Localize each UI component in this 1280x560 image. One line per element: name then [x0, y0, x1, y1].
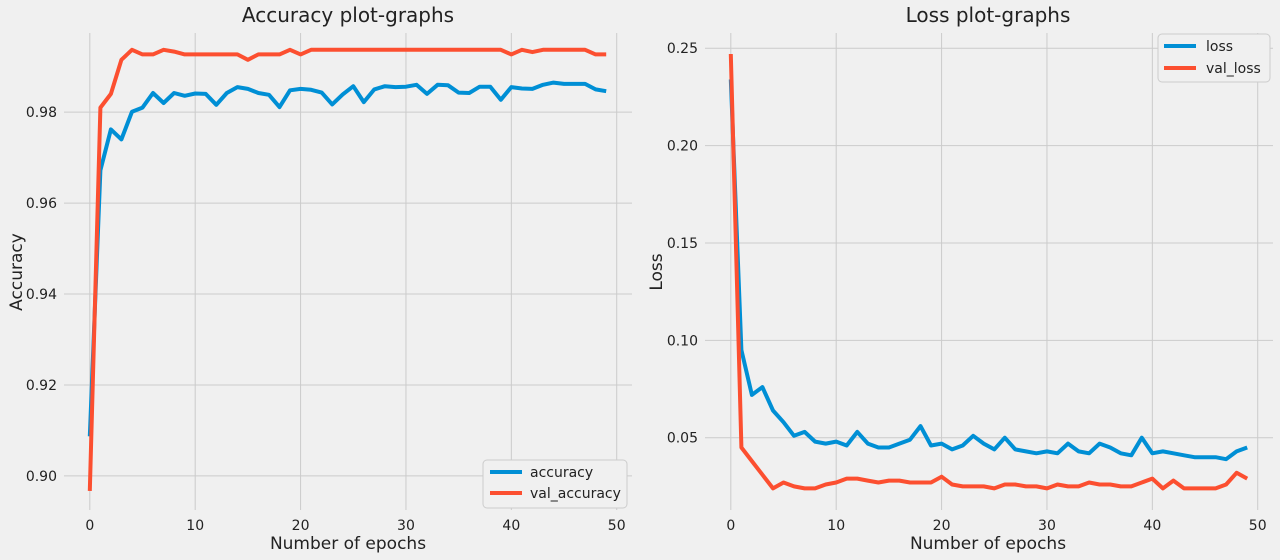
loss-y-tick-label: 0.05 — [667, 431, 698, 447]
accuracy-x-tick-label: 30 — [397, 518, 415, 534]
val-accuracy-line — [87, 47, 607, 491]
loss-legend-label: loss — [1206, 39, 1233, 55]
accuracy-chart-title: Accuracy plot-graphs — [242, 3, 454, 27]
loss-y-ticks: 0.05 0.10 0.15 0.20 0.25 — [667, 41, 698, 447]
accuracy-y-tick-label: 0.96 — [26, 196, 57, 212]
accuracy-y-ticks: 0.90 0.92 0.94 0.96 0.98 — [26, 105, 57, 485]
loss-y-axis-label: Loss — [647, 253, 667, 290]
loss-chart-title: Loss plot-graphs — [906, 3, 1071, 27]
loss-x-ticks: 0 10 20 30 40 50 — [726, 518, 1266, 534]
loss-x-tick-label: 10 — [827, 518, 845, 534]
accuracy-series-layer — [87, 47, 607, 491]
accuracy-x-axis-label: Number of epochs — [270, 534, 426, 554]
accuracy-x-tick-label: 20 — [292, 518, 310, 534]
loss-series-layer — [728, 53, 1249, 491]
val-loss-line — [728, 53, 1249, 491]
loss-y-tick-label: 0.10 — [667, 333, 698, 349]
accuracy-chart: Accuracy plot-graphs 0 10 20 30 40 50 0.900.9… — [7, 3, 632, 554]
loss-chart: Loss plot-graphs 0 10 20 30 40 50 0.05 0.10 0.1… — [647, 3, 1273, 554]
accuracy-line — [87, 80, 607, 437]
loss-legend: loss val_loss — [1157, 33, 1271, 83]
loss-x-axis-label: Number of epochs — [910, 534, 1066, 554]
loss-y-tick-label: 0.25 — [667, 41, 698, 57]
loss-gridlines — [705, 33, 1273, 510]
accuracy-x-tick-label: 0 — [85, 518, 94, 534]
loss-y-tick-label: 0.15 — [667, 236, 698, 252]
loss-x-tick-label: 0 — [726, 518, 735, 534]
loss-x-tick-label: 20 — [933, 518, 951, 534]
loss-x-tick-label: 50 — [1249, 518, 1267, 534]
accuracy-x-tick-label: 50 — [608, 518, 626, 534]
accuracy-y-tick-label: 0.94 — [26, 287, 57, 303]
loss-x-tick-label: 30 — [1038, 518, 1056, 534]
val-accuracy-legend-label: val_accuracy — [530, 486, 621, 502]
loss-y-tick-label: 0.20 — [667, 139, 698, 155]
loss-plot-area — [705, 33, 1273, 510]
accuracy-y-tick-label: 0.92 — [26, 378, 57, 394]
loss-x-tick-label: 40 — [1143, 518, 1161, 534]
accuracy-x-tick-label: 40 — [502, 518, 520, 534]
accuracy-legend: accuracy val_accuracy — [482, 459, 628, 509]
accuracy-y-tick-label: 0.90 — [26, 469, 57, 485]
accuracy-x-tick-label: 10 — [186, 518, 204, 534]
loss-line — [728, 79, 1248, 462]
accuracy-y-tick-label: 0.98 — [26, 105, 57, 121]
accuracy-legend-label: accuracy — [530, 465, 593, 481]
val-loss-legend-label: val_loss — [1206, 61, 1261, 77]
accuracy-y-axis-label: Accuracy — [7, 233, 27, 311]
accuracy-x-ticks: 0 10 20 30 40 50 — [85, 518, 625, 534]
